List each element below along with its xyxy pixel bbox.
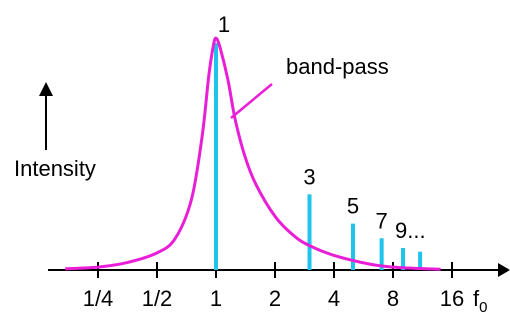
x-tick-label: 1: [210, 286, 222, 311]
harmonic-label: 3: [303, 164, 315, 189]
harmonic-label: 5: [347, 194, 359, 219]
y-axis-label: Intensity: [14, 156, 96, 181]
x-tick-label: 4: [328, 286, 340, 311]
harmonic-label: 1: [218, 12, 230, 37]
x-axis-label: f0: [473, 286, 487, 316]
x-tick-label: 2: [269, 286, 281, 311]
x-axis-arrow: [498, 263, 510, 277]
x-axis-label-subscript: 0: [479, 299, 487, 316]
band-pass-pointer: [231, 84, 272, 118]
x-tick-label: 1/4: [83, 286, 114, 311]
band-pass-annotation: band-pass: [286, 54, 389, 79]
intensity-arrowhead: [39, 82, 53, 96]
x-tick-label: 1/2: [142, 286, 173, 311]
harmonic-labels: 1 3 57 9...: [218, 12, 426, 243]
x-tick-label: 8: [387, 286, 399, 311]
x-tick-label: 16: [440, 286, 464, 311]
harmonic-label: 7: [376, 208, 388, 233]
harmonic-label: 9...: [395, 218, 426, 243]
